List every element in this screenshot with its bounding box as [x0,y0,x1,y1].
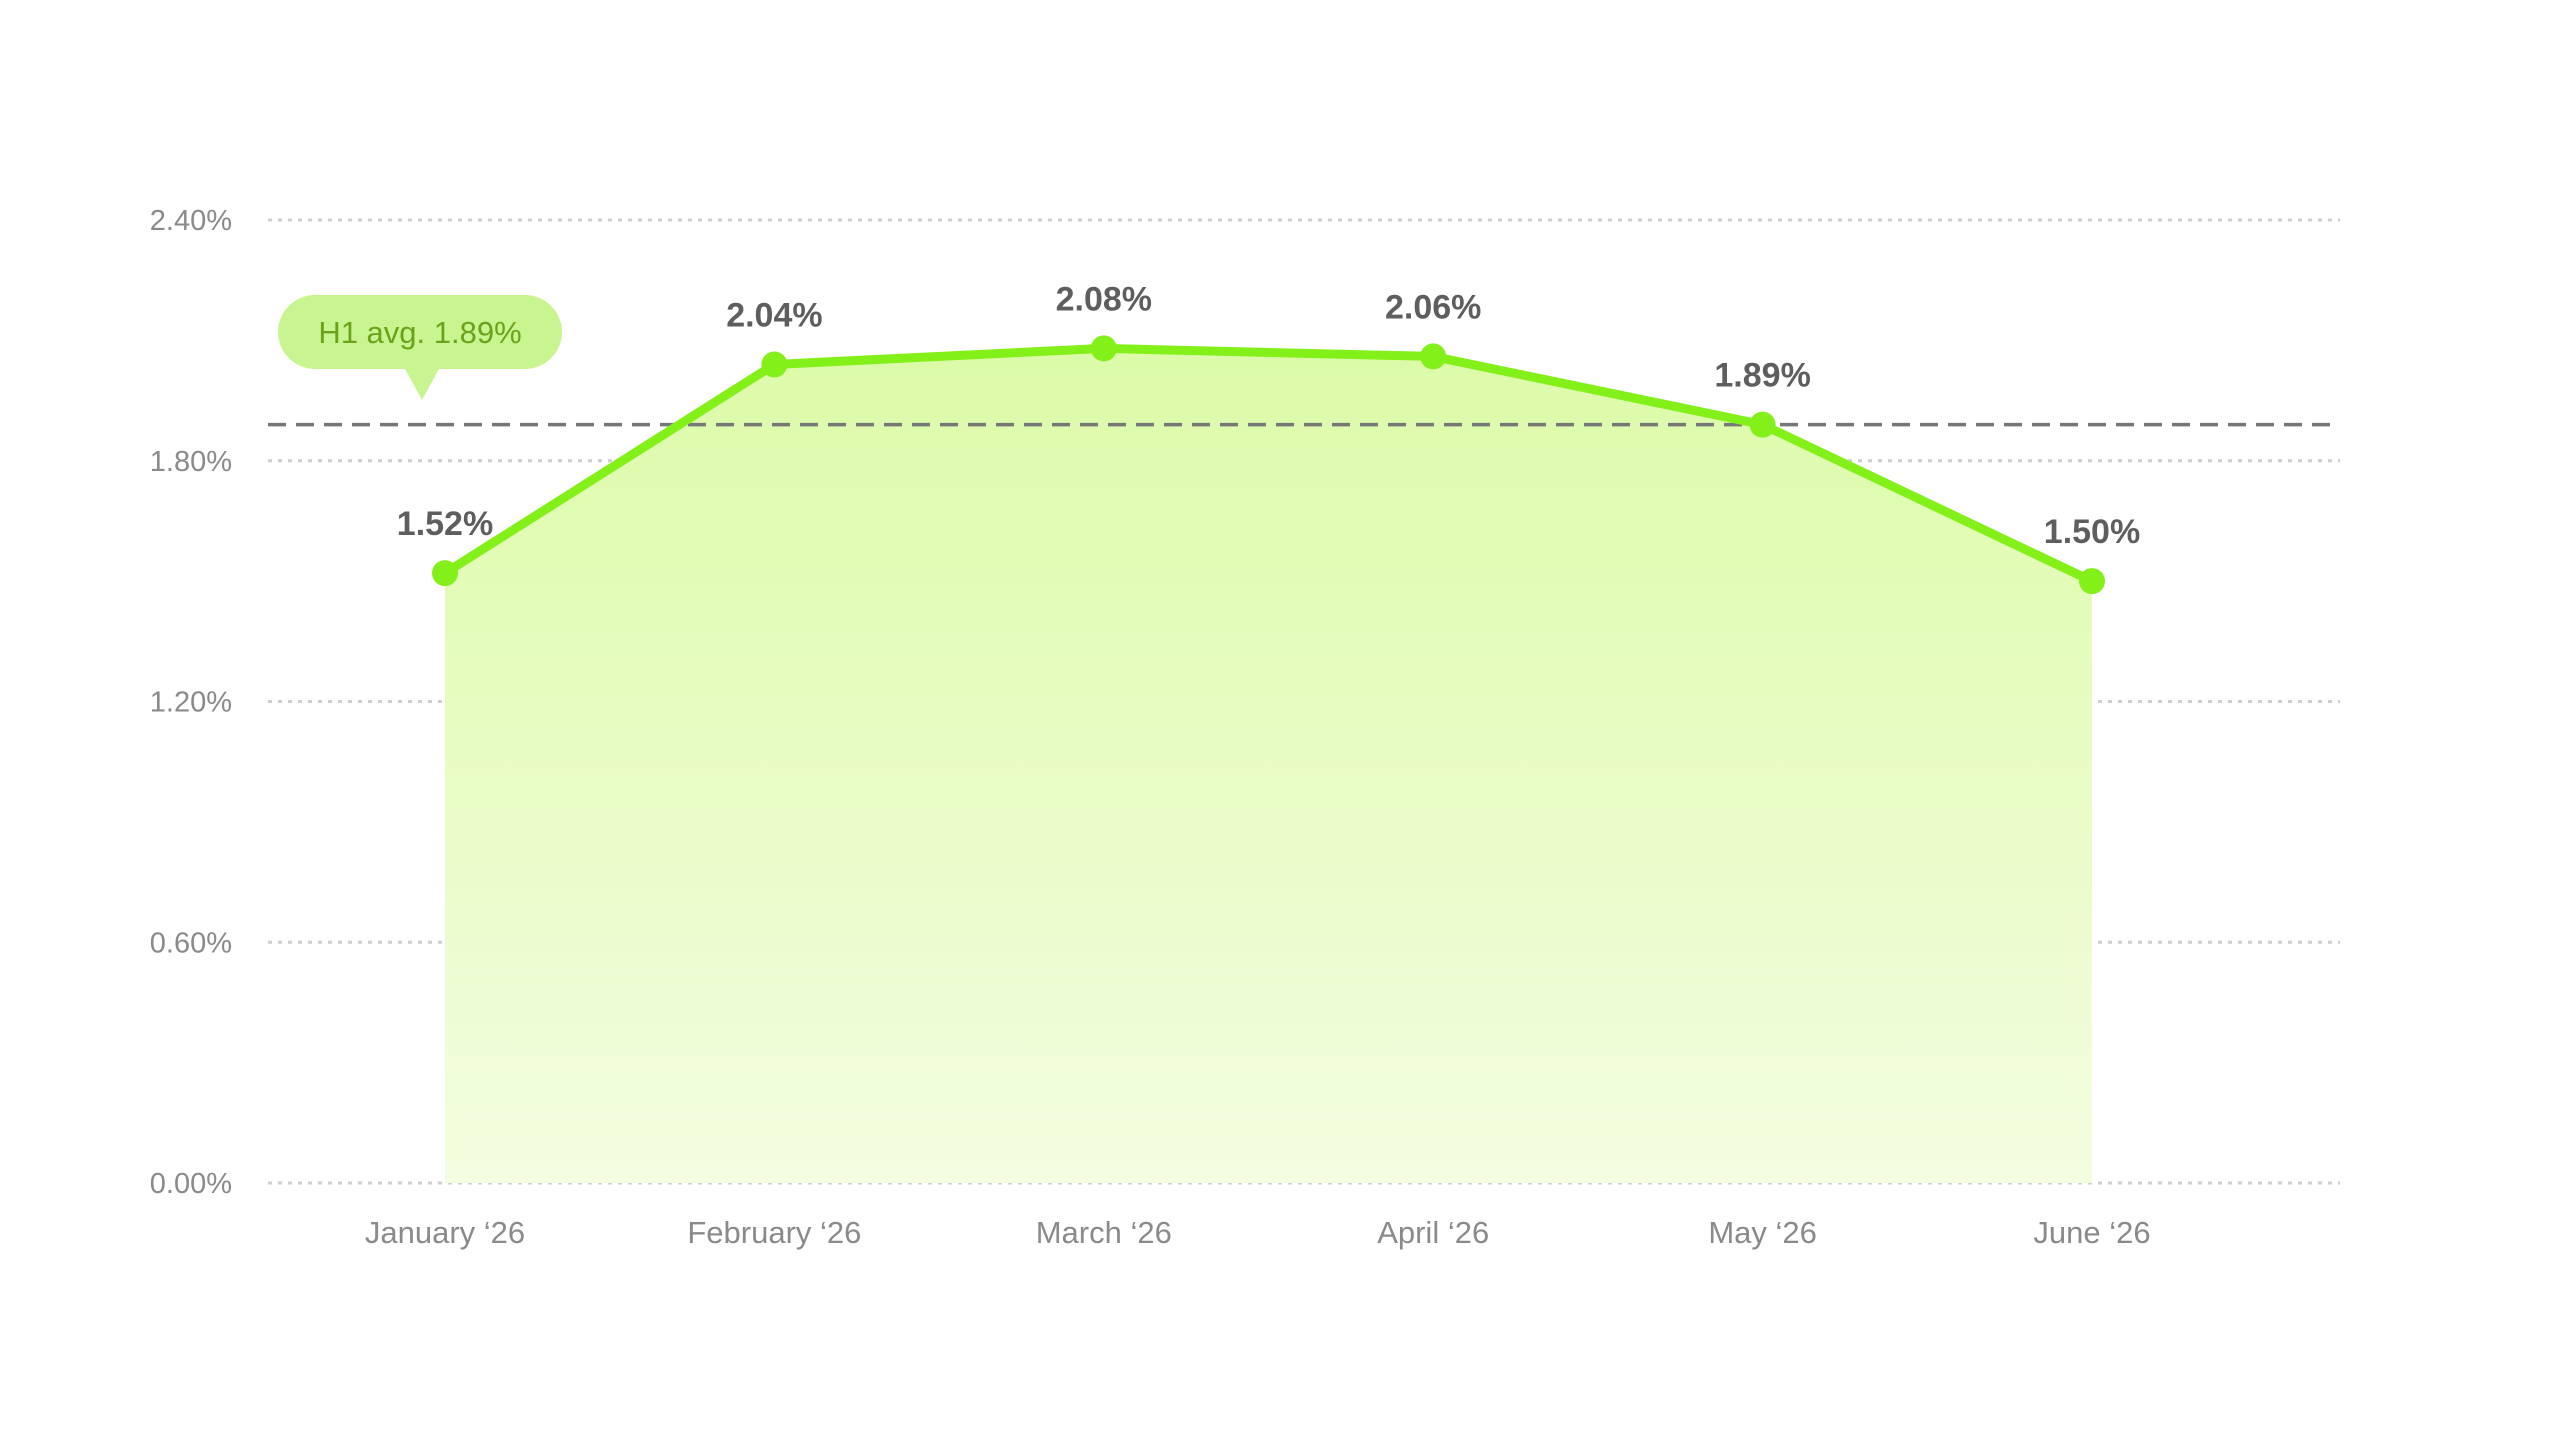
data-label: 2.06% [1385,288,1481,326]
data-point [1090,335,1117,362]
data-label: 1.50% [2044,513,2140,551]
data-point [2079,568,2105,595]
y-tick-label: 1.20% [150,687,232,719]
x-tick-label: March ‘26 [1036,1215,1172,1250]
x-tick-label: January ‘26 [365,1215,525,1250]
average-badge: H1 avg. 1.89% [278,295,562,400]
x-tick-label: May ‘26 [1708,1215,1817,1250]
data-point [432,560,458,587]
x-tick-label: June ‘26 [2033,1215,2150,1250]
x-tick-label: February ‘26 [687,1215,861,1250]
data-label: 1.89% [1714,357,1810,395]
data-point [761,351,788,378]
y-tick-label: 0.00% [150,1168,232,1200]
data-label: 2.08% [1056,280,1152,318]
average-badge-pointer [404,367,440,400]
data-point [1420,343,1447,370]
average-badge-bubble [278,295,562,369]
series-line [440,343,2097,586]
y-tick-label: 2.40% [150,205,232,237]
y-tick-label: 1.80% [150,446,232,478]
y-tick-label: 0.60% [150,927,232,959]
average-label: H1 avg. 1.89% [318,315,521,350]
data-label: 2.04% [726,296,822,334]
data-point [1749,411,1776,438]
data-label: 1.52% [397,505,493,543]
area-fill [445,348,2092,1183]
x-tick-label: April ‘26 [1377,1215,1489,1250]
